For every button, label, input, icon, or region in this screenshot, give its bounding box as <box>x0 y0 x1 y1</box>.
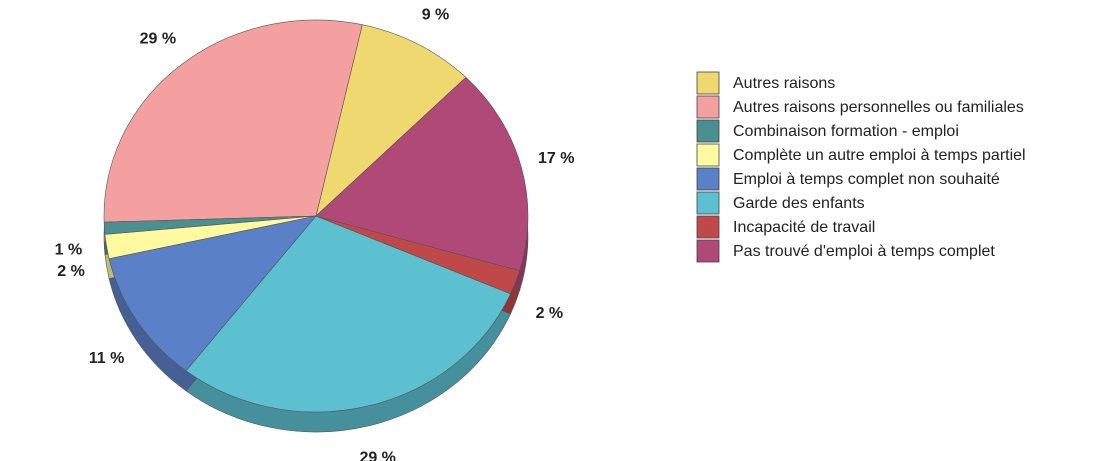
legend-swatch <box>696 215 720 239</box>
pie-slice <box>108 215 317 372</box>
pie-slice <box>185 215 511 413</box>
value-label: 29 % <box>140 31 176 48</box>
legend-swatch <box>696 119 720 143</box>
value-label: 2 % <box>536 305 564 322</box>
legend-label: Complète un autre emploi à temps partiel <box>733 147 1026 164</box>
pie-slice <box>315 76 529 272</box>
pie-slice <box>315 24 467 217</box>
legend-label: Combinaison formation - emploi <box>733 123 959 140</box>
legend-swatch <box>696 71 720 95</box>
value-label: 9 % <box>422 6 450 23</box>
legend-label: Emploi à temps complet non souhaité <box>733 171 1000 188</box>
value-label: 17 % <box>538 150 574 167</box>
legend-swatch <box>696 167 720 191</box>
value-label: 2 % <box>57 263 85 280</box>
legend-swatch <box>696 143 720 167</box>
legend-label: Autres raisons personnelles ou familiale… <box>733 99 1024 116</box>
legend-label: Incapacité de travail <box>733 219 875 236</box>
legend-swatch <box>696 239 720 263</box>
legend-swatch <box>696 191 720 215</box>
value-label: 29 % <box>359 449 395 461</box>
legend-label: Pas trouvé d'emploi à temps complet <box>733 243 995 260</box>
legend-label: Autres raisons <box>733 75 835 92</box>
legend-swatch <box>696 95 720 119</box>
pie-slice <box>103 19 363 223</box>
value-label: 1 % <box>55 242 83 259</box>
value-label: 11 % <box>89 350 125 367</box>
legend-label: Garde des enfants <box>733 195 865 212</box>
